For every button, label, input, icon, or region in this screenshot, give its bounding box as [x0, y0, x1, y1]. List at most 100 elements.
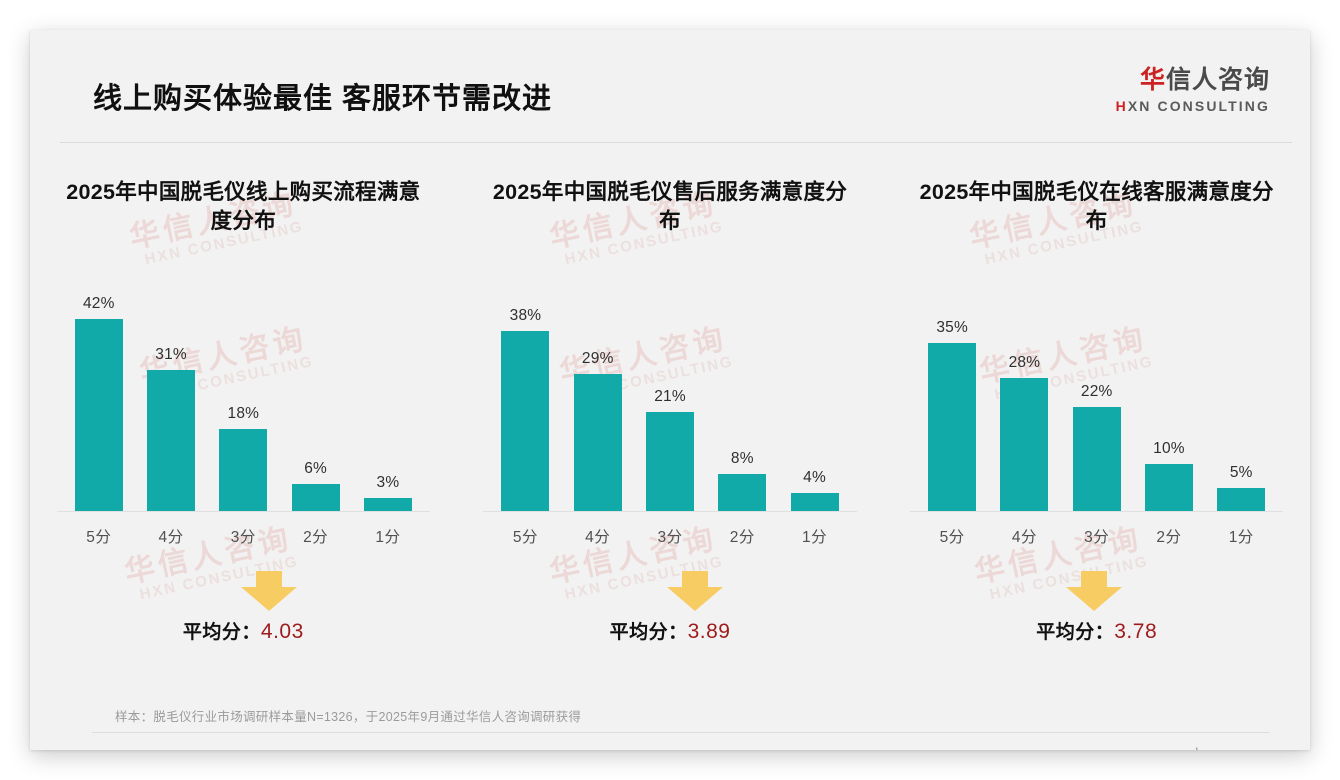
average-score-block: 平均分：3.78: [916, 571, 1277, 644]
x-tick: 1分: [802, 529, 828, 547]
bar: [219, 429, 268, 513]
bar-group: 38% 29% 21% 8%: [489, 282, 850, 513]
axis-baseline: [483, 511, 857, 513]
bar: [74, 319, 123, 513]
x-tick: 2分: [303, 529, 329, 547]
x-tick: 4分: [1011, 529, 1037, 547]
bar-item: 28%: [988, 282, 1060, 513]
average-score-label: 平均分：: [1036, 622, 1115, 644]
logo-cn-accent-char: 华: [1139, 66, 1166, 94]
average-score-line: 平均分：3.89: [489, 617, 850, 644]
x-tick: 3分: [657, 529, 683, 547]
bar-value-label: 6%: [304, 460, 328, 478]
x-tick: 5分: [512, 529, 539, 547]
bar-value-label: 42%: [82, 295, 115, 313]
average-score-label: 平均分：: [609, 622, 688, 644]
x-tick: 5分: [939, 529, 965, 547]
bar-item: 42%: [63, 282, 135, 513]
bar-item: 4%: [778, 282, 850, 513]
website-url[interactable]: www.hxrcon.com: [1166, 746, 1260, 750]
bar-item: 6%: [279, 282, 351, 513]
brand-logo: 华信人咨询 HXN CONSULTING: [1116, 66, 1270, 115]
bar: [718, 474, 767, 513]
logo-english-text: HXN CONSULTING: [1116, 97, 1270, 115]
chart-panel-online-purchase: 2025年中国脱毛仪线上购买流程满意度分布 42% 31% 18%: [30, 142, 457, 662]
axis-baseline: [909, 511, 1284, 513]
bar-item: 18%: [207, 282, 279, 513]
bar-value-label: 5%: [1229, 464, 1253, 482]
chart-title: 2025年中国脱毛仪在线客服满意度分布: [919, 180, 1274, 234]
logo-en-accent-char: H: [1115, 97, 1128, 114]
chart-title: 2025年中国脱毛仪售后服务满意度分布: [492, 180, 848, 234]
bar: [573, 374, 622, 513]
bar-chart-plot: 38% 29% 21% 8%: [483, 282, 857, 513]
bar: [1000, 378, 1049, 513]
average-score-label: 平均分：: [182, 622, 261, 644]
x-tick: 2分: [1156, 529, 1182, 547]
axis-baseline: [56, 511, 431, 513]
bar-item: 10%: [1133, 282, 1205, 513]
x-tick: 4分: [585, 529, 611, 547]
average-score-value: 3.89: [687, 620, 731, 644]
bar: [291, 484, 340, 513]
bar-item: 29%: [562, 282, 634, 513]
x-tick: 4分: [158, 529, 184, 547]
bar-value-label: 8%: [730, 450, 754, 468]
chart-panel-after-sales: 2025年中国脱毛仪售后服务满意度分布 38% 29% 21%: [457, 142, 884, 662]
x-axis-labels: 5分 4分 3分 2分 1分: [63, 525, 424, 547]
bar-value-label: 31%: [155, 346, 187, 364]
bar-value-label: 10%: [1153, 440, 1185, 458]
x-axis-labels: 5分 4分 3分 2分 1分: [489, 525, 850, 547]
average-score-line: 平均分：3.78: [916, 617, 1277, 644]
average-score-block: 平均分：3.89: [489, 571, 850, 644]
bar-value-label: 4%: [803, 469, 826, 487]
bar: [1217, 488, 1266, 513]
bar: [646, 412, 695, 513]
down-arrow-icon: [667, 571, 724, 612]
bar: [1144, 464, 1193, 513]
bar-value-label: 38%: [509, 307, 542, 325]
x-tick: 2分: [729, 529, 755, 547]
bar: [928, 343, 977, 513]
bar-value-label: 29%: [581, 350, 614, 368]
slide-card: 华信人咨询 HXN CONSULTING 华信人咨询 HXN CONSULTIN…: [30, 30, 1310, 750]
bar-value-label: 21%: [654, 388, 686, 406]
x-tick: 1分: [375, 529, 401, 547]
bar-value-label: 22%: [1080, 383, 1113, 401]
charts-row: 2025年中国脱毛仪线上购买流程满意度分布 42% 31% 18%: [30, 142, 1310, 662]
chart-title: 2025年中国脱毛仪线上购买流程满意度分布: [66, 180, 421, 234]
bar: [147, 370, 196, 513]
bar-item: 35%: [916, 282, 988, 513]
average-score-value: 4.03: [260, 620, 304, 644]
bar-item: 3%: [352, 282, 424, 513]
x-tick: 3分: [1084, 529, 1110, 547]
x-axis-labels: 5分 4分 3分 2分 1分: [916, 525, 1277, 547]
header-divider: [60, 142, 1292, 143]
bar-group: 35% 28% 22% 10%: [916, 282, 1277, 513]
slide-header: 线上购买体验最佳 客服环节需改进 华信人咨询 HXN CONSULTING: [30, 30, 1310, 142]
bar: [363, 498, 412, 513]
x-tick: 1分: [1228, 529, 1254, 547]
slide-footer: ©2025.11 HXR华信人咨询 www.hxrcon.com: [30, 733, 1310, 750]
logo-en-rest: XN CONSULTING: [1127, 97, 1270, 114]
bar-item: 5%: [1205, 282, 1277, 513]
bar-item: 21%: [634, 282, 706, 513]
x-tick: 5分: [86, 529, 112, 547]
average-score-value: 3.78: [1114, 620, 1158, 644]
average-score-block: 平均分：4.03: [63, 571, 424, 644]
bar-value-label: 28%: [1008, 354, 1041, 372]
bar-group: 42% 31% 18% 6%: [63, 282, 424, 513]
x-tick: 3分: [230, 529, 256, 547]
bar-chart-plot: 35% 28% 22% 10%: [909, 282, 1284, 513]
page-title: 线上购买体验最佳 客服环节需改进: [93, 83, 553, 115]
footer-divider: [92, 732, 1270, 733]
bar-item: 8%: [706, 282, 778, 513]
bar: [790, 493, 839, 513]
copyright-text: ©2025.11 HXR华信人咨询: [93, 746, 239, 750]
bar-chart-plot: 42% 31% 18% 6%: [56, 282, 431, 513]
bar: [501, 331, 550, 513]
bar: [1072, 407, 1121, 513]
bar-item: 22%: [1061, 282, 1133, 513]
bar-value-label: 18%: [227, 405, 260, 423]
sample-footnote: 样本：脱毛仪行业市场调研样本量N=1326，于2025年9月通过华信人咨询调研获…: [115, 710, 582, 724]
